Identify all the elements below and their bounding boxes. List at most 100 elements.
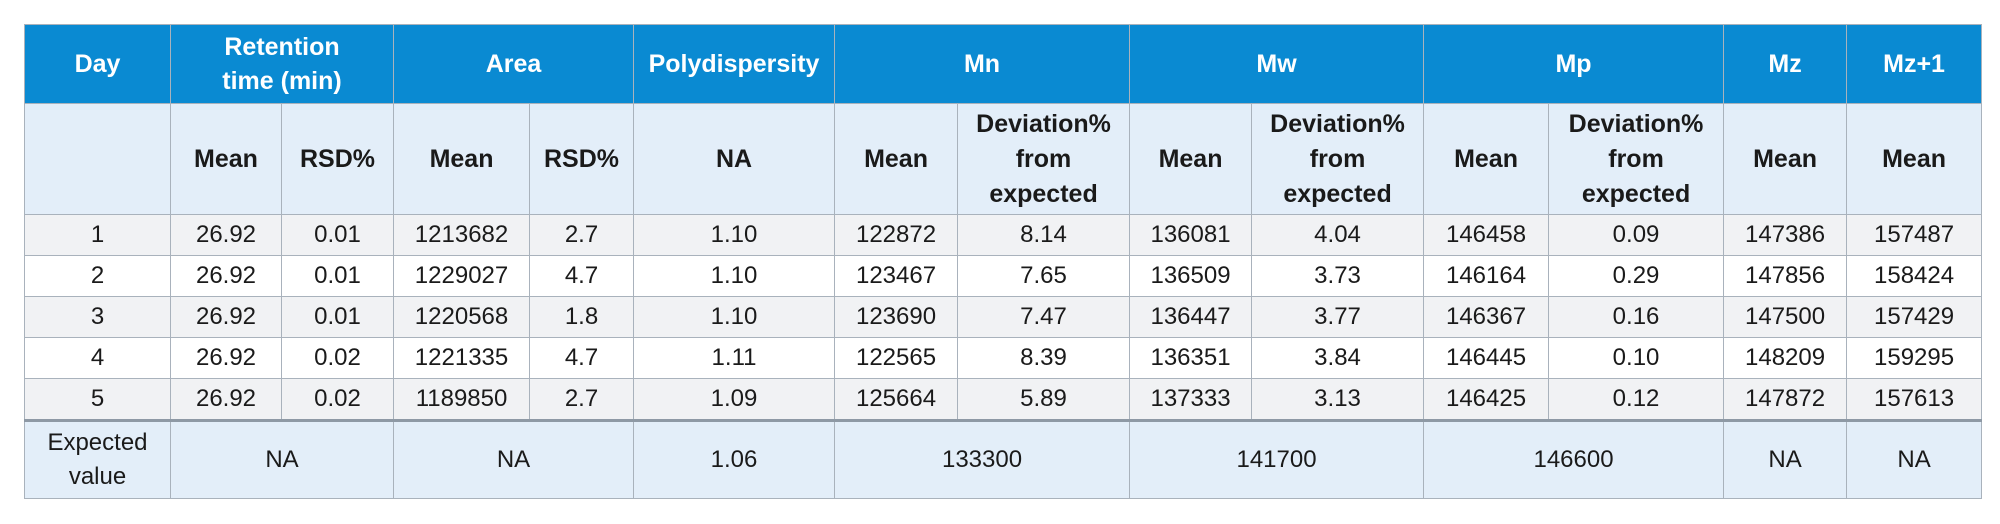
cell-polydispersity: 1.10 [633,214,836,256]
header-mp: Mp [1423,24,1725,104]
cell-mp-deviation: 0.16 [1548,296,1725,338]
cell-mp-deviation: 0.09 [1548,214,1725,256]
cell-day: 1 [24,214,171,256]
cell-mn-mean: 123690 [834,296,959,338]
table-row: 3 26.92 0.01 1220568 1.8 1.10 123690 7.4… [24,296,1983,338]
cell-mn-mean: 123467 [834,255,959,297]
expected-retention: NA [169,419,395,499]
subheader-row: Mean RSD% Mean RSD% NA Mean Deviation% f… [24,103,1983,215]
cell-mz1-mean: 157487 [1846,214,1983,256]
cell-mn-deviation: 8.39 [957,337,1131,379]
cell-mz1-mean: 157429 [1846,296,1983,338]
cell-mz-mean: 147872 [1723,378,1848,421]
cell-polydispersity: 1.09 [633,378,836,421]
cell-mp-mean: 146367 [1423,296,1550,338]
results-table: Day Retention time (min) Area Polydisper… [24,24,1983,499]
cell-area-rsd: 2.7 [529,214,635,256]
cell-area-rsd: 4.7 [529,255,635,297]
expected-mz: NA [1723,419,1848,499]
cell-area-mean: 1189850 [393,378,531,421]
cell-area-mean: 1221335 [393,337,531,379]
header-mz1: Mz+1 [1846,24,1983,104]
cell-retention-rsd: 0.01 [280,255,395,297]
table-row: 5 26.92 0.02 1189850 2.7 1.09 125664 5.8… [24,378,1983,421]
header-mz: Mz [1723,24,1848,104]
header-polydispersity: Polydispersity [633,24,836,104]
results-table-container: Day Retention time (min) Area Polydisper… [24,24,1983,499]
subheader-retention-mean: Mean [170,103,282,215]
cell-retention-mean: 26.92 [170,255,282,297]
header-area: Area [393,24,635,104]
expected-mw: 141700 [1129,419,1425,499]
cell-area-rsd: 4.7 [529,337,635,379]
cell-day: 5 [24,378,171,421]
cell-area-mean: 1213682 [393,214,531,256]
subheader-mp-deviation: Deviation% from expected [1548,103,1725,215]
cell-mp-mean: 146425 [1423,378,1550,421]
expected-area: NA [393,419,635,499]
cell-area-rsd: 1.8 [529,296,635,338]
cell-mn-mean: 122565 [834,337,959,379]
cell-mw-deviation: 3.77 [1251,296,1425,338]
cell-retention-rsd: 0.01 [280,214,395,256]
cell-mn-deviation: 5.89 [957,378,1131,421]
subheader-area-rsd: RSD% [529,103,635,215]
subheader-polydispersity-na: NA [633,103,836,215]
cell-mn-mean: 122872 [834,214,959,256]
cell-retention-rsd: 0.01 [280,296,395,338]
cell-mn-mean: 125664 [834,378,959,421]
cell-polydispersity: 1.10 [633,255,836,297]
cell-mw-mean: 136447 [1129,296,1253,338]
cell-mp-mean: 146445 [1423,337,1550,379]
cell-retention-mean: 26.92 [170,378,282,421]
cell-area-rsd: 2.7 [529,378,635,421]
cell-mz-mean: 147856 [1723,255,1848,297]
subheader-mn-mean: Mean [834,103,959,215]
cell-mz-mean: 148209 [1723,337,1848,379]
cell-mz-mean: 147386 [1723,214,1848,256]
cell-day: 3 [24,296,171,338]
cell-area-mean: 1220568 [393,296,531,338]
cell-mz1-mean: 157613 [1846,378,1983,421]
subheader-retention-rsd: RSD% [280,103,395,215]
cell-mp-deviation: 0.10 [1548,337,1725,379]
expected-mp: 146600 [1423,419,1725,499]
cell-mw-deviation: 3.84 [1251,337,1425,379]
cell-mn-deviation: 7.47 [957,296,1131,338]
cell-retention-mean: 26.92 [170,296,282,338]
cell-mp-deviation: 0.29 [1548,255,1725,297]
subheader-mw-mean: Mean [1129,103,1253,215]
expected-mz1: NA [1846,419,1983,499]
cell-mw-mean: 136081 [1129,214,1253,256]
cell-mw-deviation: 3.13 [1251,378,1425,421]
header-retention-time: Retention time (min) [169,24,395,104]
cell-retention-mean: 26.92 [170,214,282,256]
subheader-mn-deviation: Deviation% from expected [957,103,1131,215]
cell-day: 2 [24,255,171,297]
header-mw: Mw [1129,24,1425,104]
cell-mz1-mean: 158424 [1846,255,1983,297]
cell-polydispersity: 1.11 [633,337,836,379]
subheader-area-mean: Mean [393,103,531,215]
cell-mw-mean: 137333 [1129,378,1253,421]
cell-mw-deviation: 4.04 [1251,214,1425,256]
cell-mp-mean: 146458 [1423,214,1550,256]
expected-value-label: Expected value [24,419,171,499]
cell-mn-deviation: 7.65 [957,255,1131,297]
cell-mp-mean: 146164 [1423,255,1550,297]
subheader-day [24,103,171,215]
subheader-mw-deviation: Deviation% from expected [1251,103,1425,215]
cell-mz-mean: 147500 [1723,296,1848,338]
cell-mw-mean: 136509 [1129,255,1253,297]
cell-area-mean: 1229027 [393,255,531,297]
cell-retention-rsd: 0.02 [280,337,395,379]
cell-mw-mean: 136351 [1129,337,1253,379]
table-row: 1 26.92 0.01 1213682 2.7 1.10 122872 8.1… [24,214,1983,256]
cell-mw-deviation: 3.73 [1251,255,1425,297]
header-row: Day Retention time (min) Area Polydisper… [24,24,1983,104]
subheader-mz1-mean: Mean [1846,103,1983,215]
cell-retention-mean: 26.92 [170,337,282,379]
table-row: 2 26.92 0.01 1229027 4.7 1.10 123467 7.6… [24,255,1983,297]
cell-mn-deviation: 8.14 [957,214,1131,256]
cell-mp-deviation: 0.12 [1548,378,1725,421]
